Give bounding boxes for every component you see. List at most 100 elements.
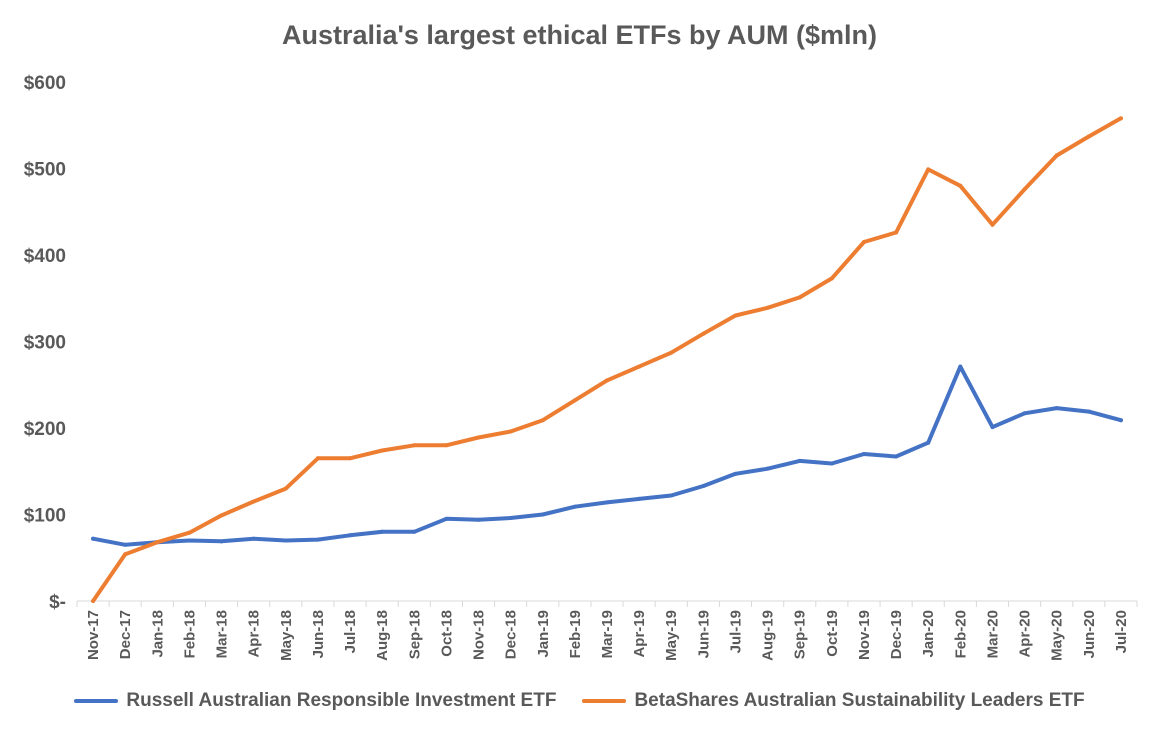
data-point <box>1086 409 1091 414</box>
data-point <box>380 529 385 534</box>
data-point <box>412 443 417 448</box>
data-point <box>765 305 770 310</box>
y-tick-label: $200 <box>24 419 66 440</box>
data-point <box>508 515 513 520</box>
data-point <box>1118 116 1123 121</box>
data-point <box>829 276 834 281</box>
x-tick-label: Dec-18 <box>503 610 520 659</box>
y-tick-label: $600 <box>24 73 66 94</box>
legend: Russell Australian Responsible Investmen… <box>0 690 1159 712</box>
data-point <box>219 539 224 544</box>
y-tick-label: $- <box>49 592 66 613</box>
legend-label-russell: Russell Australian Responsible Investmen… <box>126 690 557 711</box>
data-point <box>219 513 224 518</box>
x-tick-label: Mar-18 <box>214 610 231 658</box>
x-tick-label: Jul-19 <box>727 610 744 653</box>
x-tick-label: Aug-18 <box>374 610 391 661</box>
legend-swatch-russell <box>74 699 119 703</box>
data-point <box>91 536 96 541</box>
y-tick-label: $400 <box>24 246 66 267</box>
x-tick-label: Dec-19 <box>888 610 905 659</box>
data-point <box>1054 153 1059 158</box>
data-point <box>605 500 609 505</box>
data-point <box>1054 406 1059 411</box>
data-point <box>926 167 931 172</box>
data-point <box>283 486 288 491</box>
data-point <box>123 542 128 547</box>
x-tick-label: Dec-17 <box>117 610 134 659</box>
data-point <box>476 435 481 440</box>
data-point <box>669 350 674 355</box>
x-tick-label: Aug-19 <box>760 610 777 661</box>
data-point <box>444 443 449 448</box>
data-point <box>572 398 577 403</box>
data-point <box>348 456 353 461</box>
data-point <box>476 517 481 522</box>
data-point <box>123 552 128 557</box>
legend-swatch-betashares <box>582 699 627 703</box>
x-tick-label: Jul-18 <box>342 610 359 653</box>
chart-title: Australia's largest ethical ETFs by AUM … <box>281 20 878 50</box>
data-point <box>701 483 706 488</box>
data-point <box>315 537 320 542</box>
legend-item-russell: Russell Australian Responsible Investmen… <box>74 690 556 712</box>
data-point <box>958 364 963 369</box>
x-tick-label: Oct-19 <box>824 610 841 657</box>
x-tick-label: Apr-18 <box>246 610 263 658</box>
data-point <box>605 378 609 383</box>
legend-item-betashares: BetaShares Australian Sustainability Lea… <box>582 690 1085 712</box>
x-tick-label: Nov-17 <box>85 610 102 660</box>
data-point <box>637 364 642 369</box>
x-tick-label: Mar-19 <box>599 610 616 658</box>
legend-label-betashares: BetaShares Australian Sustainability Lea… <box>634 690 1085 711</box>
x-tick-label: Feb-19 <box>567 610 584 658</box>
x-tick-label: Sep-18 <box>406 610 423 659</box>
data-point <box>412 529 417 534</box>
data-point <box>990 425 995 430</box>
data-point <box>990 222 995 227</box>
data-point <box>926 440 931 445</box>
data-point <box>1022 187 1027 192</box>
x-tick-label: Feb-18 <box>181 610 198 658</box>
data-point <box>861 240 866 245</box>
x-tick-label: Nov-19 <box>856 610 873 660</box>
data-point <box>765 466 770 471</box>
data-point <box>701 331 706 336</box>
data-point <box>540 418 545 423</box>
data-point <box>797 458 802 463</box>
x-tick-label: Jan-18 <box>149 610 166 658</box>
x-tick-label: Jun-18 <box>310 610 327 658</box>
x-tick-label: Jun-20 <box>1081 610 1098 658</box>
data-point <box>669 493 674 498</box>
x-tick-label: Jan-19 <box>535 610 552 658</box>
data-point <box>187 538 192 543</box>
y-tick-label: $500 <box>24 160 66 181</box>
data-point <box>958 183 963 188</box>
x-tick-label: Mar-20 <box>984 610 1001 658</box>
x-tick-label: Apr-19 <box>631 610 648 658</box>
x-tick-label: Oct-18 <box>438 610 455 657</box>
data-point <box>1086 134 1091 139</box>
data-point <box>1118 418 1123 423</box>
series-line-russell <box>91 364 1123 547</box>
data-point <box>1022 411 1027 416</box>
y-tick-label: $100 <box>24 506 66 527</box>
data-point <box>444 516 449 521</box>
data-point <box>508 429 513 434</box>
data-point <box>797 295 802 300</box>
data-point <box>733 471 738 476</box>
x-tick-label: Sep-19 <box>792 610 809 659</box>
data-point <box>315 456 320 461</box>
data-point <box>894 230 899 235</box>
data-point <box>540 512 545 517</box>
x-tick-label: May-19 <box>663 610 680 661</box>
x-tick-label: May-18 <box>278 610 295 661</box>
data-point <box>733 313 738 318</box>
data-point <box>348 533 353 538</box>
data-point <box>572 504 577 509</box>
x-tick-label: Apr-20 <box>1017 610 1034 658</box>
x-tick-label: Jan-20 <box>920 610 937 658</box>
data-point <box>155 540 160 545</box>
